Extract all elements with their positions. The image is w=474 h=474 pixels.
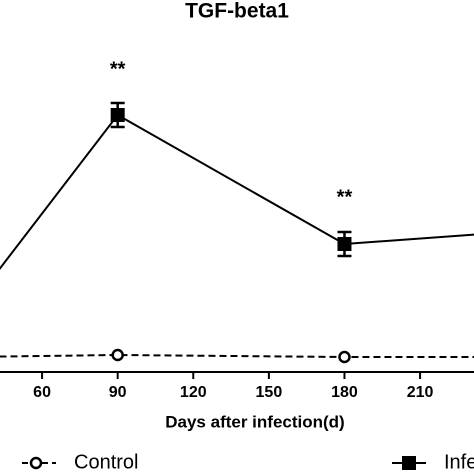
point — [337, 237, 352, 251]
annotation: ** — [110, 58, 126, 80]
x-tick-label: 210 — [407, 384, 434, 401]
legend-label: Control — [74, 451, 138, 473]
legend-marker — [29, 456, 43, 470]
point — [111, 348, 124, 362]
legend-marker — [402, 456, 416, 470]
x-tick-label: 180 — [331, 384, 358, 401]
point — [110, 108, 125, 122]
annotation: ** — [337, 186, 353, 208]
chart-title: TGF-beta1 — [185, 0, 289, 23]
series-line — [0, 353, 474, 358]
x-tick-label: 90 — [109, 384, 127, 401]
x-tick-label: 120 — [180, 384, 207, 401]
x-tick-label: 150 — [256, 384, 283, 401]
legend-label: Infection — [444, 451, 474, 473]
x-tick-label: 60 — [33, 384, 51, 401]
x-axis-label: Days after infection(d) — [165, 412, 344, 431]
series-line — [0, 113, 474, 270]
point — [338, 350, 351, 364]
